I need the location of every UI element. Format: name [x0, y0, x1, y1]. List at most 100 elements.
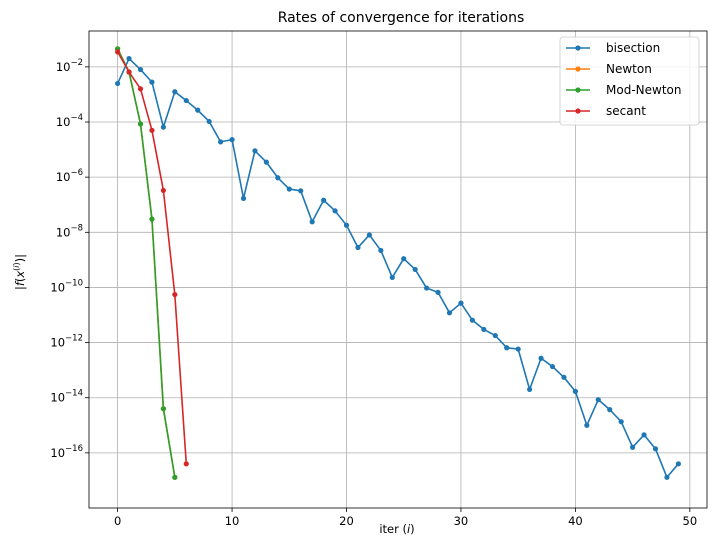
data-point-bisection	[172, 89, 178, 95]
data-point-secant	[137, 86, 144, 92]
y-tick-label: 10−4	[56, 113, 83, 129]
legend-marker-newton	[575, 66, 581, 72]
data-point-bisection	[675, 461, 681, 467]
data-point-bisection	[149, 79, 155, 85]
data-point-bisection	[607, 407, 613, 413]
data-point-bisection	[195, 107, 201, 113]
data-point-bisection	[240, 195, 247, 201]
x-axis-ticks: 0 10 20 30 40 50	[114, 508, 697, 528]
data-point-secant	[115, 49, 121, 55]
data-point-bisection	[343, 222, 350, 228]
data-point-bisection	[401, 256, 407, 262]
x-tick-label: 30	[454, 514, 469, 528]
legend-label-secant: secant	[606, 104, 646, 118]
y-axis-label-paren: (	[13, 278, 27, 283]
legend-marker-mod-newton	[575, 87, 581, 93]
plot-frame	[88, 30, 708, 509]
x-axis-label-close: )	[410, 522, 415, 536]
data-point-bisection	[584, 422, 590, 428]
data-point-mod-newton	[137, 121, 144, 127]
y-tick-label: 10−10	[50, 278, 83, 294]
data-point-bisection	[469, 317, 475, 323]
data-point-bisection	[435, 289, 441, 296]
y-tick-label: 10−14	[50, 389, 83, 405]
data-point-bisection	[492, 332, 498, 339]
data-point-bisection	[137, 66, 144, 73]
data-point-bisection	[218, 139, 224, 145]
legend: bisection Newton Mod-Newton secant	[559, 36, 700, 126]
data-point-bisection	[481, 326, 487, 333]
y-axis-label-x: x	[13, 271, 27, 279]
data-point-bisection	[595, 397, 601, 403]
data-point-mod-newton	[149, 216, 155, 222]
y-axis-label-superscript-close: )	[12, 262, 21, 265]
data-point-bisection	[160, 124, 166, 130]
x-tick-label: 40	[568, 514, 583, 528]
x-tick-label: 20	[339, 514, 354, 528]
y-axis-label-bar: |	[13, 286, 27, 290]
data-point-bisection	[321, 197, 327, 203]
y-tick-label: 10−2	[56, 58, 83, 74]
data-point-secant	[183, 461, 189, 467]
data-point-bisection	[458, 300, 464, 306]
legend-item-mod-newton: Mod-Newton	[566, 83, 681, 97]
legend-label-bisection: bisection	[606, 41, 660, 55]
y-axis-label-superscript-i: i	[12, 265, 21, 268]
data-point-bisection	[309, 219, 315, 225]
legend-box	[559, 36, 700, 126]
data-point-bisection	[332, 208, 338, 214]
legend-label-mod-newton: Mod-Newton	[606, 83, 681, 97]
y-tick-label: 10−8	[56, 223, 83, 239]
chart-title: Rates of convergence for iterations	[278, 10, 525, 26]
x-axis-label-var: i	[407, 522, 411, 536]
data-point-bisection	[618, 419, 624, 425]
y-axis-ticks: 10−16 10−14 10−12 10−10 10−8 10−6 10−4 10−2	[50, 58, 89, 460]
data-point-bisection	[652, 446, 659, 452]
y-axis-label-end: )|	[13, 254, 27, 262]
series-bisection	[115, 55, 681, 480]
data-point-bisection	[206, 118, 212, 125]
data-point-bisection	[446, 310, 453, 316]
data-point-bisection	[115, 80, 121, 87]
data-point-bisection	[504, 345, 510, 351]
data-point-bisection	[630, 444, 636, 450]
data-point-bisection	[126, 55, 132, 62]
data-point-bisection	[549, 363, 556, 370]
x-tick-label: 0	[114, 514, 121, 528]
legend-items: bisection Newton Mod-Newton secant	[566, 41, 681, 118]
legend-item-newton: Newton	[566, 62, 652, 76]
data-point-mod-newton	[172, 474, 178, 480]
data-point-bisection	[229, 137, 235, 143]
data-point-mod-newton	[160, 406, 166, 412]
data-point-bisection	[252, 148, 258, 154]
legend-item-secant: secant	[566, 104, 646, 118]
y-axis-label-f: f	[13, 280, 27, 286]
data-point-bisection	[538, 355, 544, 361]
legend-marker-bisection	[575, 45, 581, 51]
x-axis-label-text: iter (	[379, 522, 407, 536]
x-tick-label: 50	[683, 514, 698, 528]
legend-item-bisection: bisection	[566, 41, 660, 55]
y-axis-label-superscript: (	[12, 268, 21, 271]
data-point-bisection	[527, 386, 533, 393]
data-point-bisection	[389, 274, 395, 281]
data-point-secant	[126, 69, 132, 75]
legend-label-newton: Newton	[606, 62, 652, 76]
legend-marker-secant	[575, 108, 581, 114]
data-point-bisection	[412, 266, 418, 273]
data-point-bisection	[286, 186, 292, 192]
data-point-bisection	[378, 247, 384, 254]
data-point-bisection	[275, 175, 281, 181]
data-point-bisection	[263, 159, 269, 165]
y-tick-label: 10−6	[56, 168, 83, 184]
data-point-bisection	[641, 432, 647, 438]
y-axis-label: |f(x(i))|	[12, 254, 27, 290]
data-point-bisection	[424, 285, 430, 291]
data-point-bisection	[298, 188, 304, 194]
data-point-bisection	[572, 388, 578, 394]
data-point-secant	[160, 187, 166, 194]
y-tick-label: 10−12	[50, 334, 83, 350]
data-point-bisection	[355, 244, 361, 251]
data-point-bisection	[366, 232, 372, 238]
